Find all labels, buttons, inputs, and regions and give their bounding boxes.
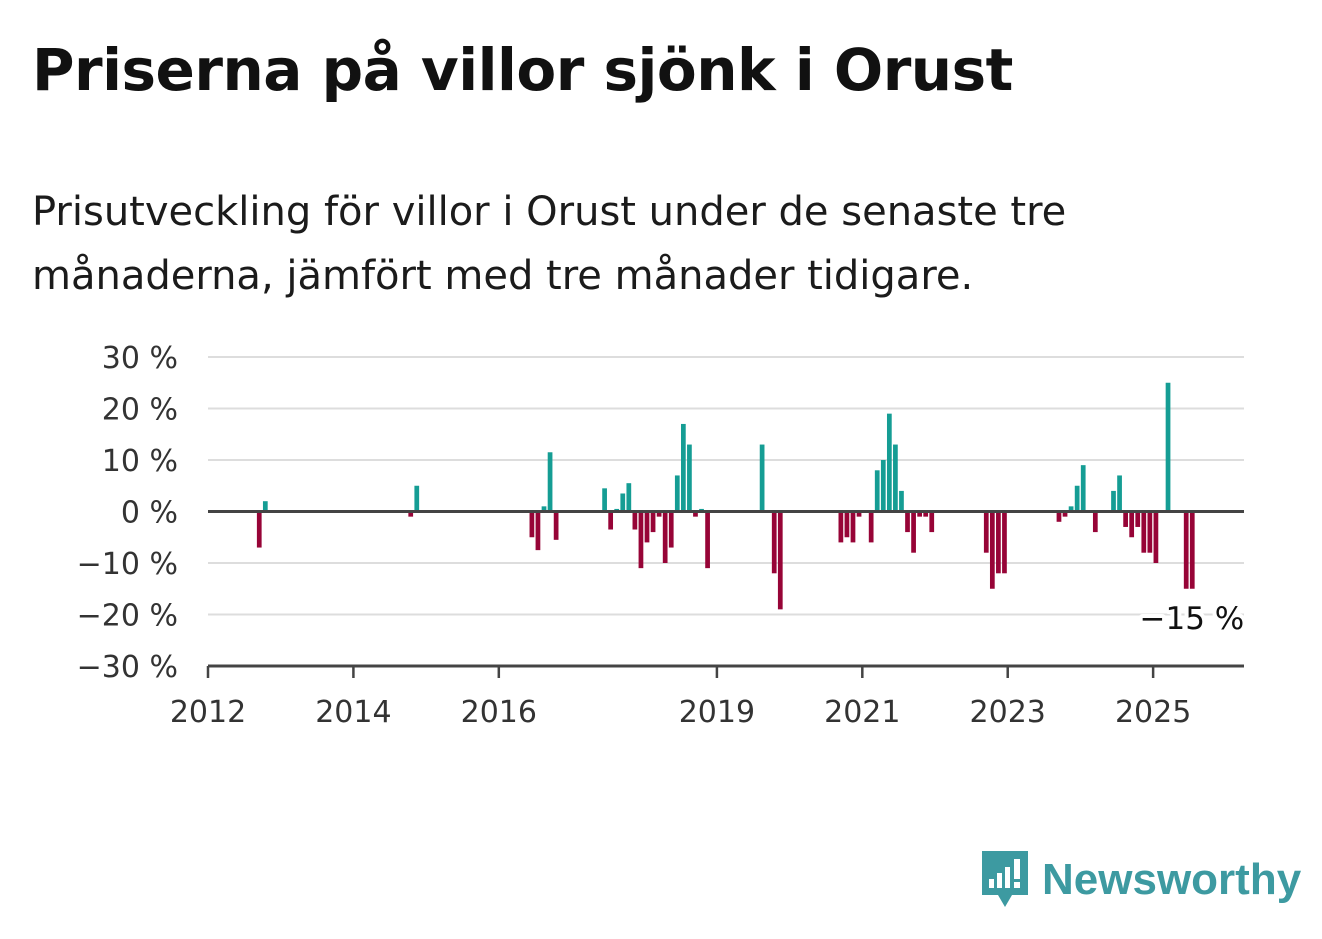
bars: [256, 382, 1195, 610]
bar: [662, 511, 668, 563]
bar: [632, 511, 638, 530]
bar: [771, 511, 777, 574]
x-tick-label: 2021: [824, 695, 900, 730]
y-tick-label: 10 %: [102, 444, 178, 479]
bar: [1147, 511, 1153, 553]
bar: [1056, 511, 1062, 522]
x-tick-label: 2012: [170, 695, 246, 730]
y-tick-label: −10 %: [77, 547, 178, 582]
bar: [1153, 511, 1159, 563]
bar: [989, 511, 995, 589]
bar: [911, 511, 916, 553]
newsworthy-brand: Newsworthy: [980, 848, 1301, 912]
bar: [886, 413, 892, 512]
bar: [1141, 511, 1147, 553]
bar: [1183, 511, 1189, 589]
chart-subtitle: Prisutveckling för villor i Orust under …: [32, 189, 1067, 299]
bar: [529, 511, 535, 538]
x-axis-tick-labels: 2012 2014 2016 2019 2021 2023 2025: [170, 666, 1191, 730]
value-annotation: −15 %: [1140, 601, 1245, 637]
bar: [553, 511, 559, 540]
bar: [644, 511, 650, 543]
grid-lines: [208, 356, 1244, 616]
bar: [905, 511, 910, 533]
bar: [262, 501, 268, 512]
bar: [983, 511, 989, 553]
bar: [856, 511, 862, 517]
bar: [687, 444, 692, 512]
y-axis-tick-labels: 30 % 20 % 10 % 0 % −10 % −20 % −30 %: [77, 341, 178, 685]
bar: [1074, 485, 1080, 512]
bar: [638, 511, 644, 569]
y-tick-label: 30 %: [102, 341, 178, 376]
bar: [996, 511, 1001, 574]
annotations: −15 %: [1136, 597, 1249, 641]
bar: [620, 493, 626, 512]
bar: [844, 511, 850, 538]
bar: [1080, 465, 1086, 512]
bar: [1129, 511, 1135, 538]
bar: [1062, 511, 1068, 517]
bar: [923, 511, 929, 517]
bar: [705, 511, 710, 569]
bar-chart: 30 %20 %10 %0 %−10 %−20 %−30 % 2012 2014 2…: [76, 341, 1249, 730]
bar: [541, 506, 547, 512]
bar: [535, 511, 541, 551]
bar: [1068, 506, 1074, 512]
bar: [850, 511, 856, 543]
bar: [1002, 511, 1007, 574]
y-tick-label: −20 %: [77, 599, 178, 634]
bar: [1092, 511, 1098, 533]
bar: [777, 511, 783, 610]
bar: [674, 475, 680, 512]
bar: [602, 488, 607, 512]
bar: [608, 511, 614, 530]
bar: [899, 490, 904, 512]
bar: [874, 470, 880, 512]
x-tick-label: 2019: [679, 695, 755, 730]
axes: [208, 510, 1244, 668]
bar: [929, 511, 935, 533]
bar: [1123, 511, 1128, 527]
chart-title: Priserna på villor sjönk i Orust: [32, 36, 1013, 104]
bar: [759, 444, 765, 512]
bar: [1189, 511, 1195, 589]
x-tick-label: 2025: [1115, 695, 1191, 730]
bar: [893, 444, 898, 512]
y-tick-label: 20 %: [102, 393, 178, 428]
x-tick-label: 2016: [461, 695, 537, 730]
bar: [1111, 490, 1116, 512]
bar: [917, 511, 922, 517]
bar: [668, 511, 674, 548]
bar: [838, 511, 844, 543]
x-tick-label: 2014: [315, 695, 391, 730]
bar: [656, 511, 662, 517]
bar: [1135, 511, 1141, 527]
bar: [408, 511, 414, 517]
y-tick-label: −30 %: [77, 650, 178, 685]
bar: [880, 460, 886, 512]
bar: [547, 452, 553, 512]
bar: [693, 511, 698, 517]
bar: [256, 511, 262, 548]
bar: [1117, 475, 1122, 512]
bar: [626, 483, 632, 512]
bar: [680, 423, 686, 512]
x-tick-label: 2023: [970, 695, 1046, 730]
bar: [414, 485, 420, 512]
bar: [1165, 382, 1171, 512]
brand-name: Newsworthy: [1042, 855, 1302, 904]
bar: [868, 511, 874, 543]
y-tick-label: 0 %: [121, 496, 178, 531]
newsworthy-logo-icon: [982, 851, 1028, 907]
bar: [650, 511, 656, 533]
